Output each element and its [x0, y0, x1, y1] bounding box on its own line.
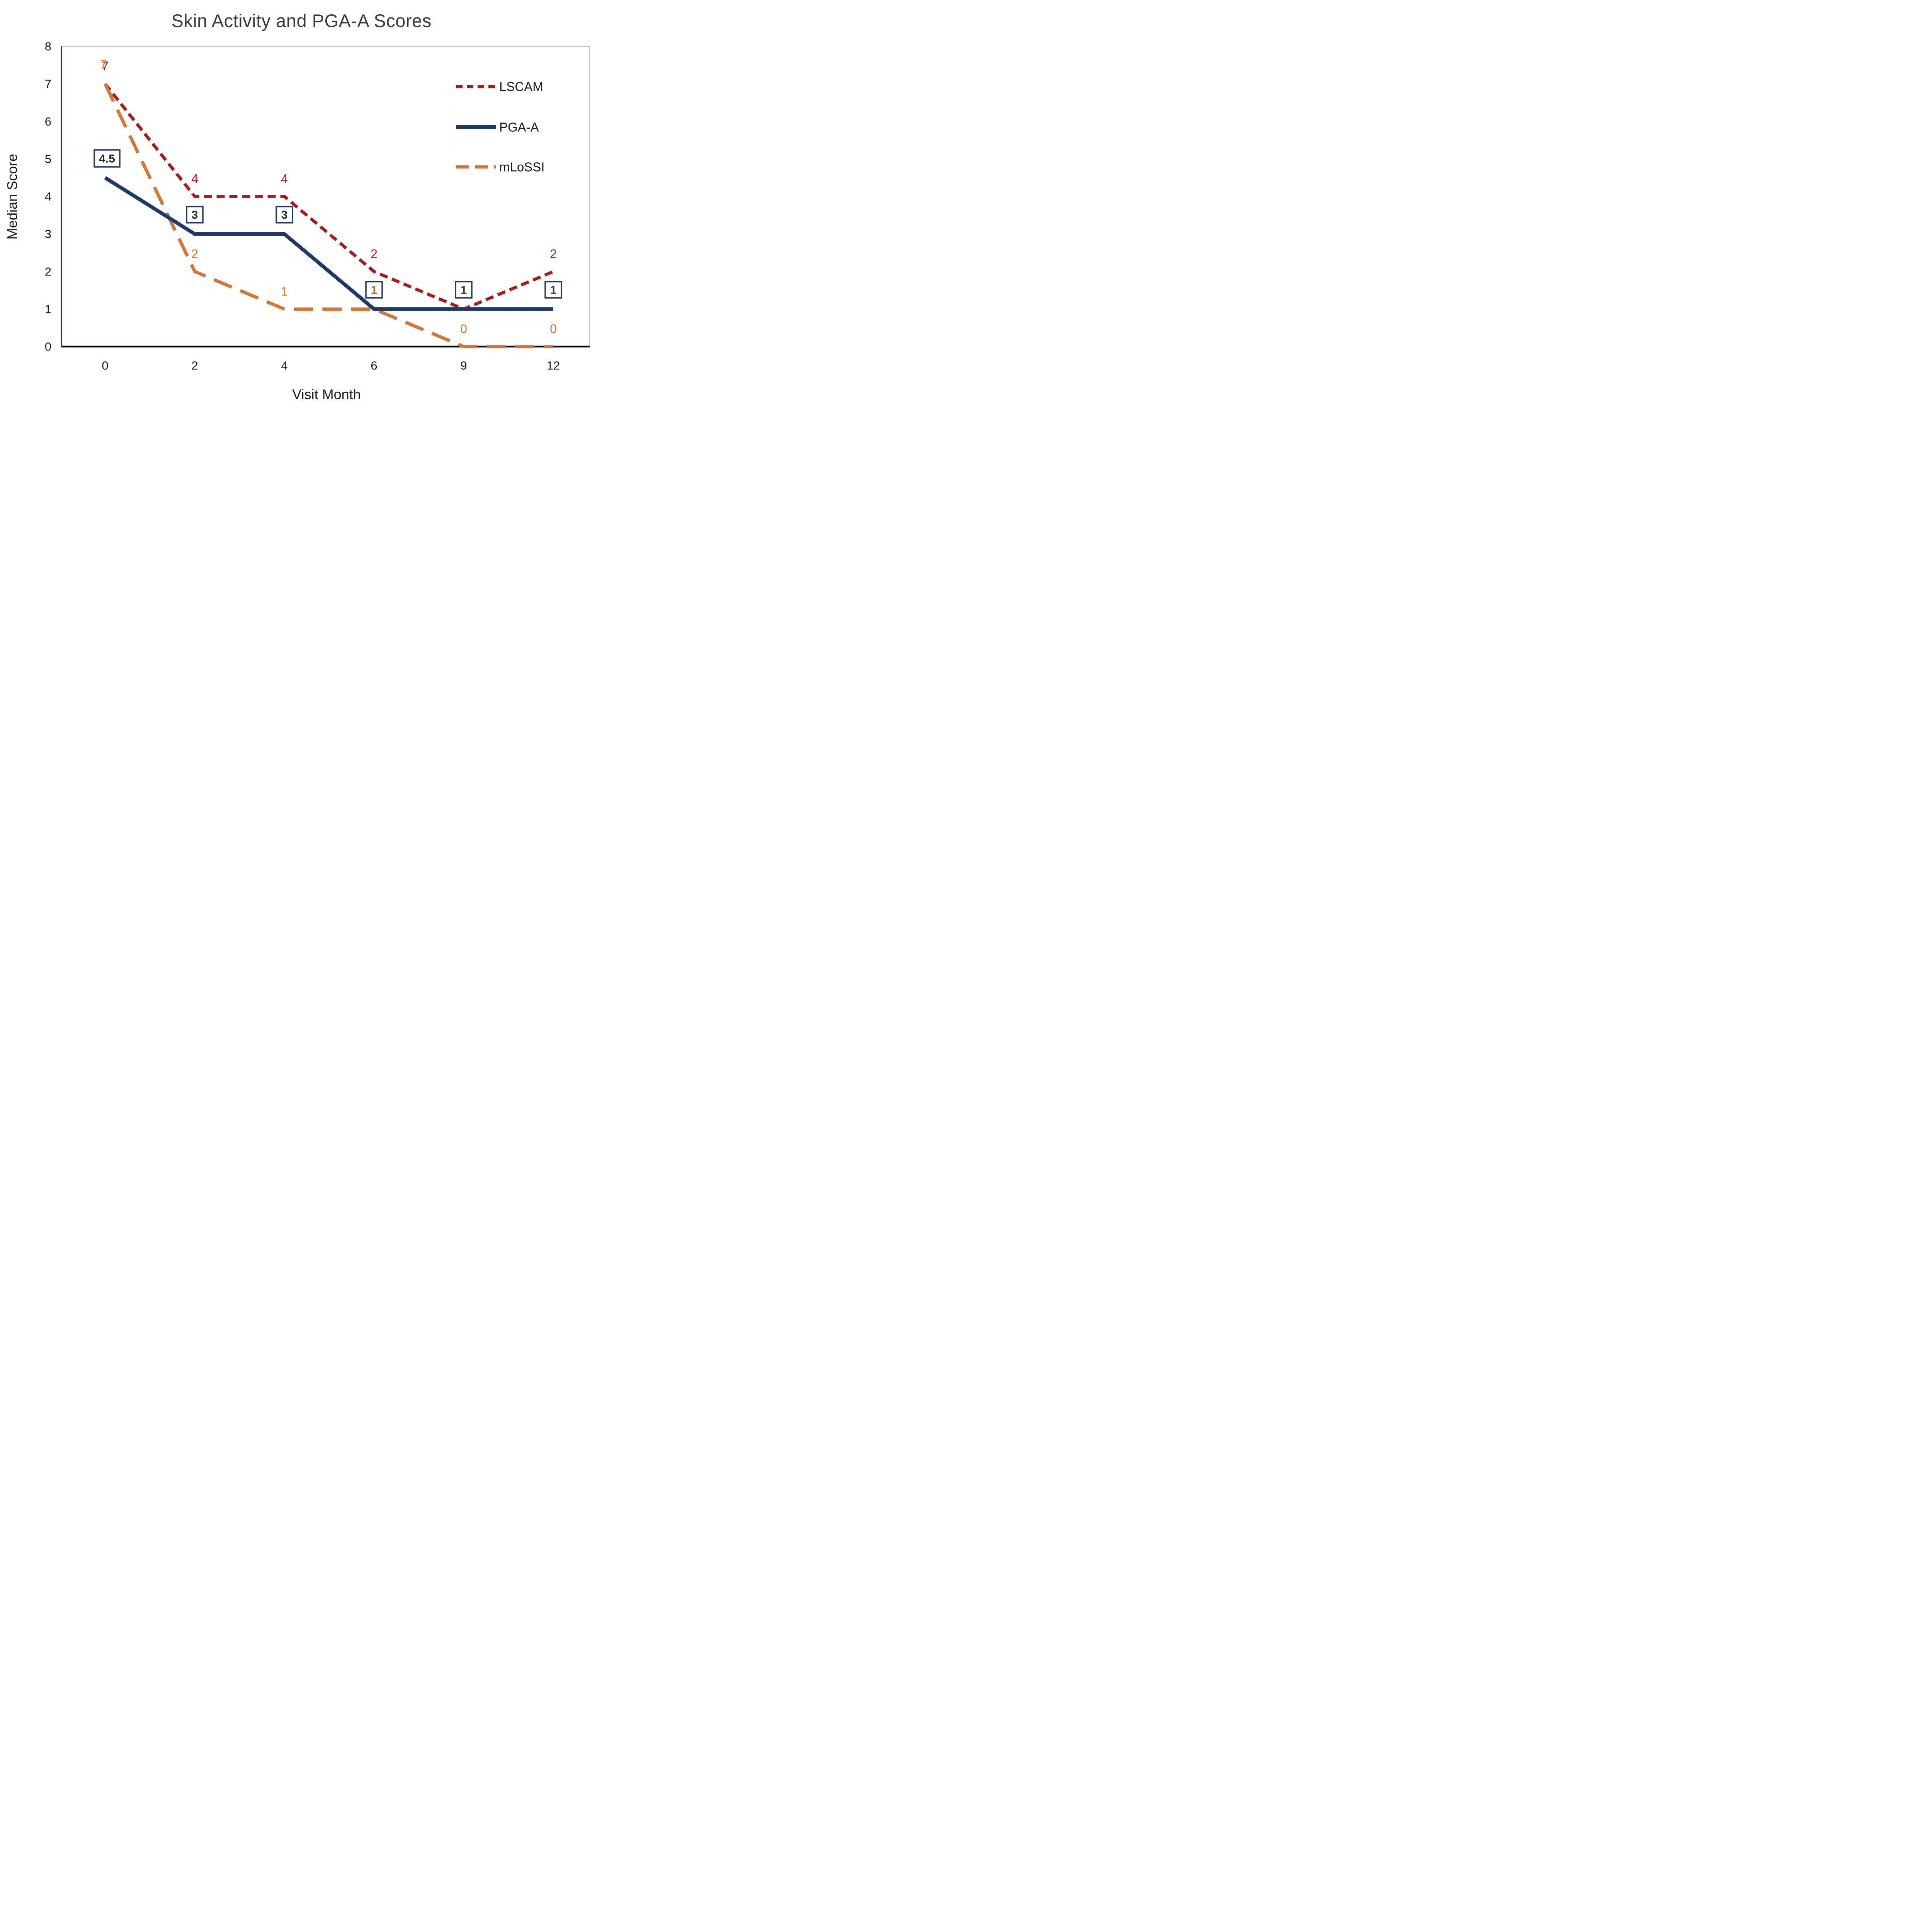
x-axis-title: Visit Month	[292, 386, 361, 402]
y-tick-label: 6	[45, 115, 51, 128]
series-line-PGA-A	[104, 176, 553, 311]
data-label-mlossi: 0	[460, 322, 467, 336]
y-axis-title: Median Score	[4, 153, 20, 240]
data-label-box-pga	[544, 281, 562, 299]
legend-label-PGA-A: PGA-A	[499, 120, 539, 134]
data-label-box-pga	[186, 206, 204, 224]
y-tick-label: 1	[45, 302, 51, 316]
y-tick-label: 7	[45, 77, 51, 91]
x-tick-label: 2	[191, 359, 198, 372]
legend-label-mLoSSI: mLoSSI	[499, 160, 544, 174]
data-label-pga: 1	[461, 284, 467, 296]
series-line-mLoSSI	[104, 83, 553, 349]
data-label-mlossi: 7	[100, 58, 107, 71]
data-label-pga: 3	[281, 209, 288, 221]
data-label-box-pga	[365, 281, 383, 299]
data-label-pga: 1	[550, 284, 557, 296]
data-label-lscam: 7	[102, 59, 109, 73]
series-line-LSCAM	[104, 83, 554, 311]
data-label-pga: 3	[192, 209, 198, 221]
data-label-mlossi: 1	[281, 284, 288, 298]
chart-title: Skin Activity and PGA-A Scores	[171, 10, 432, 31]
data-label-box-pga	[455, 281, 473, 299]
x-tick-label: 4	[281, 359, 287, 372]
data-label-pga: 1	[371, 284, 378, 296]
y-tick-label: 2	[45, 265, 51, 278]
y-tick-label: 3	[45, 227, 51, 241]
data-label-lscam: 2	[550, 247, 557, 261]
data-label-mlossi: 0	[550, 322, 557, 336]
x-tick-label: 6	[371, 359, 377, 372]
x-tick-label: 0	[102, 359, 108, 372]
data-label-mlossi: 2	[191, 247, 198, 261]
data-label-lscam: 4	[281, 172, 288, 186]
y-tick-label: 8	[45, 40, 51, 53]
data-label-lscam: 4	[191, 172, 198, 186]
x-tick-label: 12	[547, 359, 560, 372]
data-label-box-pga	[276, 206, 293, 224]
x-tick-label: 9	[460, 359, 467, 372]
data-label-box-pga	[94, 149, 121, 168]
legend-label-LSCAM: LSCAM	[499, 80, 543, 94]
y-tick-label: 0	[45, 340, 51, 354]
data-label-pga: 4.5	[99, 152, 115, 165]
y-tick-label: 5	[45, 152, 51, 166]
data-label-lscam: 2	[371, 247, 378, 261]
y-tick-label: 4	[45, 190, 51, 203]
